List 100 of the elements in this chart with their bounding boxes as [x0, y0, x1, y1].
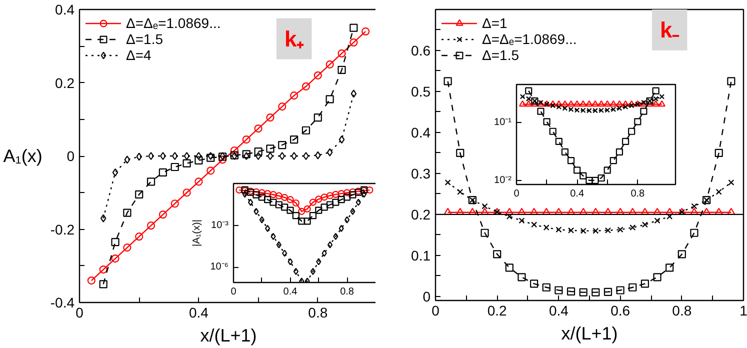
point: [586, 176, 593, 184]
point: [628, 283, 637, 292]
legend-label: Δ=1.5: [126, 31, 163, 47]
point: [622, 138, 630, 145]
point: [275, 192, 282, 200]
point: [598, 100, 605, 107]
y-tick-label: 0.4: [411, 124, 431, 140]
point: [230, 146, 239, 155]
point: [642, 222, 648, 228]
point: [566, 208, 576, 215]
point: [691, 203, 698, 210]
point: [242, 150, 250, 158]
point: [598, 174, 605, 182]
point: [482, 203, 488, 210]
point: [266, 114, 274, 122]
point: [338, 190, 345, 198]
point: [356, 198, 361, 206]
y-tick-label: 10⁻³: [211, 220, 230, 231]
point: [518, 273, 526, 282]
point: [100, 214, 106, 222]
point: [158, 210, 167, 219]
point: [622, 100, 630, 107]
point: [568, 227, 574, 234]
point: [350, 38, 358, 47]
y-tick-label: 0.1: [411, 247, 431, 264]
point: [604, 208, 612, 215]
point: [519, 100, 526, 107]
point: [505, 264, 514, 272]
point: [292, 199, 300, 207]
point: [714, 148, 723, 157]
point: [617, 226, 624, 233]
point: [457, 188, 464, 195]
legend-label: Δ=4: [126, 47, 152, 63]
point: [456, 148, 464, 157]
point: [286, 196, 294, 204]
point: [338, 196, 345, 204]
point: [278, 140, 286, 150]
point: [123, 244, 132, 252]
point: [123, 208, 132, 217]
point: [310, 268, 316, 275]
x-tick-label: 0.8: [308, 304, 328, 320]
point: [530, 208, 538, 215]
point: [254, 208, 259, 215]
x-tick-label: 0.8: [672, 302, 692, 318]
point: [543, 118, 550, 126]
point: [326, 60, 334, 68]
point: [259, 216, 264, 224]
point: [505, 208, 514, 215]
point: [666, 208, 674, 215]
point: [314, 113, 322, 122]
point: [135, 190, 144, 199]
point: [640, 208, 649, 215]
point: [248, 198, 254, 206]
point: [574, 100, 581, 107]
point: [288, 258, 293, 266]
point: [320, 204, 328, 211]
point: [158, 168, 167, 177]
point: [206, 166, 215, 175]
x-tick-label: 0: [514, 188, 520, 200]
point: [315, 151, 321, 160]
point: [267, 152, 274, 160]
point: [270, 191, 277, 198]
point: [298, 208, 306, 215]
point: [350, 90, 357, 98]
point: [604, 227, 612, 234]
point: [616, 286, 624, 294]
point: [616, 148, 624, 156]
point: [338, 66, 346, 74]
point: [604, 288, 612, 296]
point: [666, 213, 673, 220]
point: [525, 87, 532, 94]
point: [554, 208, 563, 215]
point: [549, 128, 556, 135]
point: [628, 128, 636, 135]
x-tick-label: 0: [230, 286, 237, 298]
point: [302, 126, 310, 134]
x-tick-label: 0.8: [630, 188, 646, 200]
point: [480, 208, 489, 215]
point: [579, 288, 588, 296]
point: [292, 212, 300, 220]
point: [586, 100, 593, 107]
point: [135, 232, 144, 241]
point: [506, 213, 512, 220]
x-tick-label: 0.6: [610, 302, 630, 318]
point: [518, 208, 526, 215]
point: [252, 191, 260, 198]
point: [304, 278, 310, 282]
annotation: k₋: [660, 17, 680, 42]
point: [290, 135, 298, 144]
point: [258, 194, 266, 201]
x-tick-label: 0.8: [340, 286, 354, 298]
point: [343, 189, 351, 196]
point: [592, 288, 600, 296]
point: [270, 198, 277, 206]
point: [172, 152, 178, 160]
point: [266, 144, 274, 153]
point: [278, 102, 286, 111]
point: [146, 222, 156, 230]
point: [279, 152, 286, 160]
point: [293, 268, 298, 275]
